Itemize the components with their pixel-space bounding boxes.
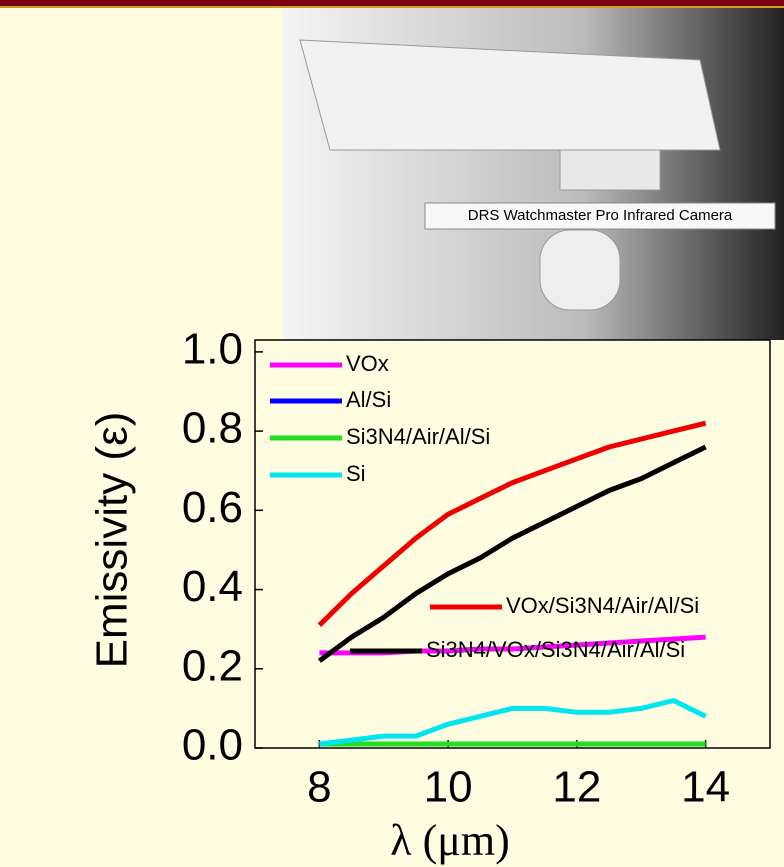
y-axis-title: Emissivity (ε) [88, 412, 137, 669]
y-tick-label: 0.4 [182, 562, 243, 611]
y-tick-label: 1.0 [182, 325, 243, 374]
legend-label: Si3N4/VOx/Si3N4/Air/Al/Si [426, 637, 685, 662]
legend-label: VOx/Si3N4/Air/Al/Si [506, 593, 699, 618]
legend-label: Si [346, 461, 366, 486]
y-tick-label: 0.0 [182, 721, 243, 770]
y-tick-label: 0.8 [182, 404, 243, 453]
page: DRS Watchmaster Pro Infrared Camera λ (μ… [0, 0, 784, 867]
legend-label: Al/Si [346, 387, 391, 412]
legend-label: Si3N4/Air/Al/Si [346, 424, 490, 449]
x-tick-label: 8 [307, 763, 331, 812]
y-tick-label: 0.2 [182, 641, 243, 690]
top-band [0, 0, 784, 6]
top-rule [0, 6, 784, 8]
x-tick-label: 12 [552, 763, 601, 812]
x-axis-title: λ (μm) [390, 816, 509, 865]
x-tick-label: 10 [424, 763, 473, 812]
photo-caption: DRS Watchmaster Pro Infrared Camera [468, 207, 733, 224]
x-tick-label: 14 [681, 763, 730, 812]
legend-label: VOx [346, 351, 389, 376]
camera-photo: DRS Watchmaster Pro Infrared Camera [283, 8, 784, 340]
y-tick-label: 0.6 [182, 483, 243, 532]
